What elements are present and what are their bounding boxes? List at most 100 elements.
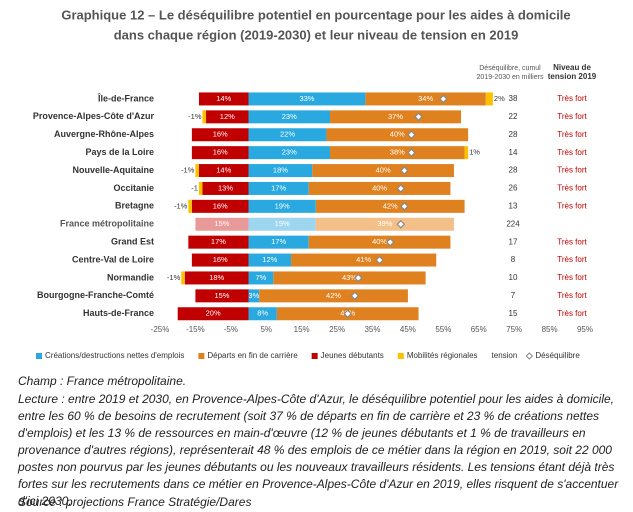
value-label: -1% — [188, 112, 202, 121]
value-label: 17% — [271, 237, 286, 246]
column-header: Déséquilibre, cumul — [479, 65, 541, 72]
bar-segment — [177, 307, 249, 321]
deficit-value: 22 — [509, 112, 518, 121]
bar-segment — [312, 164, 454, 178]
bar-segment — [191, 128, 249, 142]
value-label: 12% — [220, 112, 235, 121]
value-label: 18% — [209, 273, 224, 282]
chart-title: dans chaque région (2019-2030) et leur n… — [114, 27, 519, 42]
bar-segment — [198, 164, 249, 178]
bar-segment — [206, 110, 249, 124]
balance-marker — [375, 255, 384, 265]
value-label: 40% — [372, 183, 387, 192]
category-label: Île-de-France — [97, 92, 154, 103]
value-label: -1% — [174, 201, 188, 210]
legend-marker — [525, 352, 534, 360]
value-label: 8% — [257, 309, 268, 318]
deficit-value: 224 — [506, 219, 520, 228]
value-label: 14% — [216, 94, 231, 103]
category-label: Hauts-de-France — [83, 308, 154, 318]
bar-segment — [188, 199, 192, 213]
legend-label: Jeunes débutants — [321, 351, 384, 360]
balance-marker — [400, 202, 409, 211]
column-header: Niveau de — [553, 63, 591, 72]
legend-label: Départs en fin de carrière — [207, 351, 298, 360]
value-label: -1% — [167, 273, 181, 282]
bar-segment — [195, 289, 249, 303]
legend-label: Créations/destructions nettes d'emplois — [45, 351, 184, 360]
bar-segment — [248, 217, 316, 231]
legend-swatch — [198, 353, 205, 359]
value-label: 19% — [275, 219, 290, 228]
bar-segment — [248, 92, 366, 106]
bar-segment — [315, 199, 465, 213]
category-label: Auvergne-Rhône-Alpes — [54, 129, 154, 139]
category-label: Nouvelle-Aquitaine — [72, 165, 154, 175]
deficit-value: 38 — [509, 94, 518, 103]
value-label: 17% — [271, 183, 286, 192]
bar-segment — [248, 199, 316, 213]
tension-level: Très fort — [557, 201, 587, 210]
value-label: 3% — [248, 291, 259, 300]
value-label: 15% — [214, 219, 229, 228]
legend-swatch — [311, 353, 318, 359]
balance-marker — [407, 130, 416, 140]
balance-marker — [396, 184, 406, 193]
value-label: 2% — [494, 94, 505, 103]
chart: Graphique 12 – Le déséquilibre potentiel… — [33, 7, 597, 360]
tension-level: Très fort — [557, 184, 587, 193]
value-label: 16% — [213, 255, 228, 264]
bar-segment — [315, 217, 454, 231]
bar-segment — [330, 110, 462, 124]
value-label: 37% — [388, 112, 403, 121]
bar-segment — [291, 253, 437, 267]
x-tick-label: 25% — [329, 325, 345, 334]
deficit-value: 8 — [511, 255, 516, 264]
field-note: Champ : France métropolitaine. — [18, 374, 187, 388]
value-label: -1 — [191, 183, 198, 192]
bar-segment — [191, 253, 249, 267]
balance-marker — [353, 273, 363, 283]
bar-segment — [184, 271, 249, 285]
bar-segment — [195, 164, 199, 178]
tension-level: Très fort — [557, 148, 587, 157]
x-tick-label: 15% — [294, 325, 310, 334]
tension-level: Très fort — [557, 291, 587, 300]
bar-segment — [195, 217, 249, 231]
bar-segment — [330, 146, 465, 160]
value-label: 16% — [213, 130, 228, 139]
bar-segment — [485, 92, 493, 106]
value-label: -1% — [181, 166, 195, 175]
bar-segment — [365, 92, 486, 106]
balance-marker — [385, 237, 395, 247]
value-label: 43% — [342, 273, 357, 282]
bar-segment — [191, 146, 249, 160]
deficit-value: 15 — [509, 309, 518, 318]
x-tick-label: -5% — [224, 325, 238, 334]
value-label: 20% — [206, 309, 221, 318]
bar-segment — [248, 271, 274, 285]
balance-marker — [396, 219, 406, 229]
value-label: 14% — [216, 166, 231, 175]
bar-segment — [248, 253, 292, 267]
balance-marker — [414, 112, 423, 122]
category-label: Grand Est — [111, 237, 154, 247]
legend-label: Déséquilibre — [535, 351, 580, 360]
deficit-value: 14 — [509, 148, 518, 157]
deficit-value: 13 — [509, 201, 518, 210]
value-label: 42% — [326, 291, 341, 300]
category-label: Occitanie — [113, 183, 154, 193]
x-tick-label: 85% — [542, 325, 558, 334]
tension-level: Très fort — [557, 255, 587, 264]
balance-marker — [350, 291, 360, 301]
chart-title: Graphique 12 – Le déséquilibre potentiel… — [61, 7, 570, 22]
bar-segment — [248, 235, 309, 249]
value-label: 39% — [377, 219, 392, 228]
bar-segment — [248, 164, 313, 178]
bar-segment — [202, 110, 207, 124]
source-note: Source : projections France Stratégie/Da… — [18, 495, 252, 509]
tension-level: Très fort — [557, 237, 587, 246]
value-label: 13% — [218, 183, 233, 192]
x-tick-label: 65% — [471, 325, 487, 334]
tension-level: Très fort — [557, 166, 587, 175]
